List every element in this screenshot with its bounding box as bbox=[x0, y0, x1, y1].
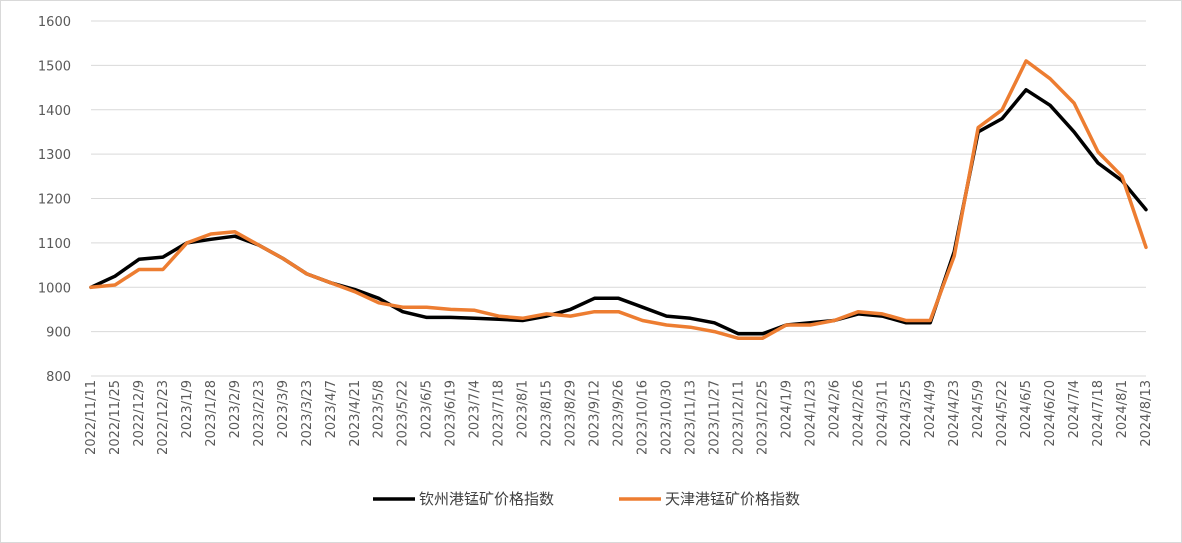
x-tick-label: 2023/4/7 bbox=[324, 380, 339, 438]
x-tick-label: 2023/4/21 bbox=[348, 380, 363, 447]
x-tick-label: 2024/7/4 bbox=[1067, 380, 1082, 438]
x-tick-label: 2024/1/23 bbox=[803, 380, 818, 447]
x-tick-label: 2023/5/22 bbox=[396, 380, 411, 447]
x-tick-label: 2024/1/9 bbox=[779, 380, 794, 438]
x-tick-label: 2023/7/4 bbox=[468, 380, 483, 438]
x-tick-label: 2024/6/5 bbox=[1019, 380, 1034, 438]
y-tick-label: 1100 bbox=[38, 237, 71, 252]
x-tick-label: 2023/6/19 bbox=[444, 380, 459, 447]
x-tick-label: 2024/5/22 bbox=[995, 380, 1010, 447]
x-tick-label: 2023/11/13 bbox=[683, 380, 698, 455]
y-tick-label: 1400 bbox=[38, 104, 71, 119]
x-tick-label: 2023/3/9 bbox=[276, 380, 291, 438]
y-tick-label: 800 bbox=[46, 370, 71, 385]
x-tick-label: 2024/2/6 bbox=[827, 380, 842, 438]
series-line-2 bbox=[89, 59, 1148, 341]
x-tick-label: 2023/2/9 bbox=[228, 380, 243, 438]
x-tick-label: 2024/6/20 bbox=[1043, 380, 1058, 447]
x-tick-label: 2022/12/23 bbox=[156, 380, 171, 455]
x-tick-label: 2023/12/25 bbox=[755, 380, 770, 455]
x-tick-label: 2023/1/9 bbox=[180, 380, 195, 438]
x-tick-label: 2024/8/1 bbox=[1115, 380, 1130, 438]
series-lines bbox=[89, 59, 1148, 341]
x-tick-label: 2023/2/23 bbox=[252, 380, 267, 447]
x-tick-label: 2024/7/18 bbox=[1091, 380, 1106, 447]
x-tick-label: 2022/11/11 bbox=[84, 380, 99, 455]
gridlines bbox=[91, 20, 1146, 377]
x-tick-label: 2023/3/23 bbox=[300, 380, 315, 447]
x-tick-label: 2024/3/25 bbox=[899, 380, 914, 447]
x-tick-label: 2024/3/11 bbox=[875, 380, 890, 447]
x-tick-label: 2022/11/25 bbox=[108, 380, 123, 455]
x-tick-label: 2023/5/8 bbox=[372, 380, 387, 438]
x-tick-label: 2023/12/11 bbox=[731, 380, 746, 455]
y-tick-label: 1600 bbox=[38, 15, 71, 30]
legend-label-2: 天津港锰矿价格指数 bbox=[665, 490, 800, 508]
y-tick-label: 1000 bbox=[38, 281, 71, 296]
x-tick-label: 2023/9/12 bbox=[588, 380, 603, 447]
x-tick-label: 2024/5/9 bbox=[971, 380, 986, 438]
x-tick-label: 2023/8/29 bbox=[564, 380, 579, 447]
legend: 钦州港锰矿价格指数 天津港锰矿价格指数 bbox=[373, 490, 800, 508]
x-tick-label: 2023/1/28 bbox=[204, 380, 219, 447]
y-tick-label: 1200 bbox=[38, 193, 71, 208]
x-tick-label: 2023/10/16 bbox=[635, 380, 650, 455]
x-tick-label: 2023/6/5 bbox=[420, 380, 435, 438]
x-tick-label: 2023/7/18 bbox=[492, 380, 507, 447]
x-tick-label: 2023/10/30 bbox=[659, 380, 674, 455]
x-tick-label: 2024/4/23 bbox=[947, 380, 962, 447]
x-tick-label: 2024/2/26 bbox=[851, 380, 866, 447]
legend-label-1: 钦州港锰矿价格指数 bbox=[419, 490, 554, 508]
x-tick-label: 2024/8/13 bbox=[1139, 380, 1154, 447]
series-line-1 bbox=[89, 88, 1148, 336]
y-tick-label: 1300 bbox=[38, 148, 71, 163]
x-axis-tick-labels: 2022/11/11 2022/11/25 2022/12/9 2022/12/23 2… bbox=[84, 380, 1154, 455]
x-tick-label: 2023/8/1 bbox=[516, 380, 531, 438]
x-tick-label: 2023/9/26 bbox=[612, 380, 627, 447]
x-tick-label: 2023/11/27 bbox=[707, 380, 722, 455]
y-axis-tick-labels: 800 900 1000 1100 1200 1300 1400 1500 1600 bbox=[38, 15, 71, 385]
x-tick-label: 2024/4/9 bbox=[923, 380, 938, 438]
y-tick-label: 900 bbox=[46, 326, 71, 341]
x-tick-label: 2023/8/15 bbox=[540, 380, 555, 447]
y-tick-label: 1500 bbox=[38, 59, 71, 74]
x-tick-label: 2022/12/9 bbox=[132, 380, 147, 447]
